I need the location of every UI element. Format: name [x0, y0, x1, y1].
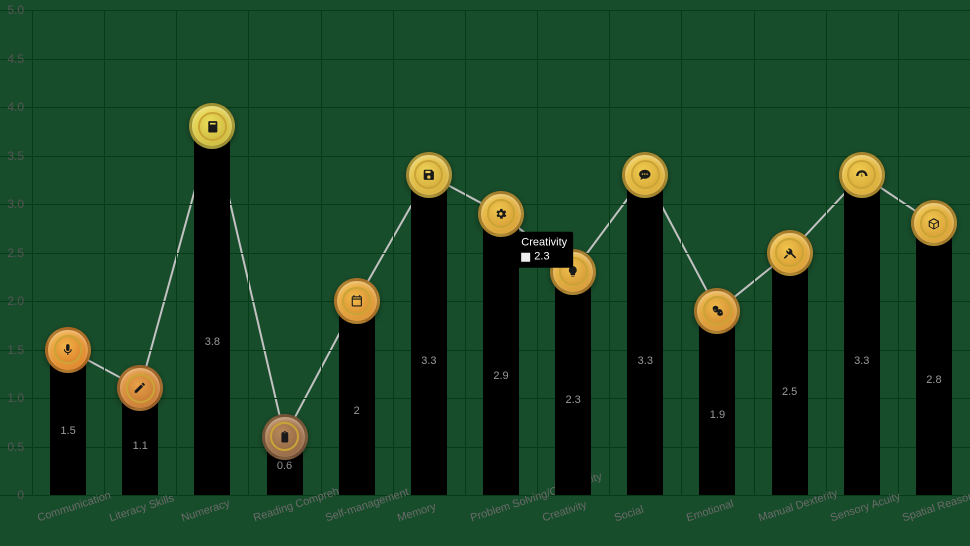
- y-axis-tick-label: 0: [0, 488, 28, 502]
- gears-icon: [487, 199, 516, 228]
- bar[interactable]: 2.5: [772, 253, 808, 496]
- data-marker[interactable]: [45, 327, 91, 373]
- bar[interactable]: 3.3: [411, 175, 447, 495]
- data-marker[interactable]: [767, 230, 813, 276]
- grid-line-vertical: [754, 10, 755, 495]
- data-marker[interactable]: [262, 414, 308, 460]
- grid-line-vertical: [176, 10, 177, 495]
- data-marker[interactable]: [839, 152, 885, 198]
- bar[interactable]: 2.9: [483, 214, 519, 495]
- bar-value-label: 3.3: [421, 355, 436, 367]
- bar[interactable]: 1.9: [699, 311, 735, 495]
- bar[interactable]: 3.3: [627, 175, 663, 495]
- grid-line-vertical: [321, 10, 322, 495]
- bar-value-label: 2.5: [782, 386, 797, 398]
- bar-value-label: 3.8: [205, 336, 220, 348]
- x-axis-label: Literacy Skills: [108, 492, 176, 524]
- bar-value-label: 2.3: [565, 394, 580, 406]
- grid-line-vertical: [898, 10, 899, 495]
- bar-value-label: 1.5: [60, 425, 75, 437]
- y-axis-tick-label: 1.0: [0, 391, 28, 405]
- bar[interactable]: 2: [339, 301, 375, 495]
- clipboard-icon: [270, 422, 299, 451]
- data-marker[interactable]: [911, 200, 957, 246]
- grid-line-horizontal: [0, 10, 970, 11]
- grid-line-vertical: [248, 10, 249, 495]
- grid-line-vertical: [104, 10, 105, 495]
- speech-icon: [631, 160, 660, 189]
- grid-line-vertical: [609, 10, 610, 495]
- y-axis-tick-label: 1.5: [0, 343, 28, 357]
- grid-line-vertical: [393, 10, 394, 495]
- tools-icon: [775, 238, 804, 267]
- masks-icon: [703, 296, 732, 325]
- tooltip-title: Creativity: [521, 236, 567, 250]
- pen-icon: [126, 374, 155, 403]
- x-axis-label: Emotional: [685, 498, 735, 525]
- bar-value-label: 2.9: [493, 370, 508, 382]
- bar[interactable]: 2.8: [916, 223, 952, 495]
- cube-icon: [920, 209, 949, 238]
- data-marker[interactable]: [189, 103, 235, 149]
- y-axis-tick-label: 2.5: [0, 246, 28, 260]
- gauge-icon: [847, 160, 876, 189]
- y-axis-tick-label: 4.0: [0, 100, 28, 114]
- tooltip-value: 2.3: [534, 251, 549, 263]
- grid-line-vertical: [681, 10, 682, 495]
- tooltip: Creativity 2.3: [515, 232, 573, 269]
- mic-icon: [54, 335, 83, 364]
- save-icon: [414, 160, 443, 189]
- bar-value-label: 3.3: [638, 355, 653, 367]
- data-marker[interactable]: [478, 191, 524, 237]
- y-axis-tick-label: 3.0: [0, 197, 28, 211]
- y-axis-tick-label: 5.0: [0, 3, 28, 17]
- data-marker[interactable]: [334, 278, 380, 324]
- bar-value-label: 2.8: [926, 374, 941, 386]
- bar-value-label: 3.3: [854, 355, 869, 367]
- bar-value-label: 1.1: [133, 440, 148, 452]
- grid-line-horizontal: [0, 59, 970, 60]
- bar-value-label: 2: [354, 405, 360, 417]
- grid-line-vertical: [32, 10, 33, 495]
- data-marker[interactable]: [406, 152, 452, 198]
- y-axis-tick-label: 3.5: [0, 149, 28, 163]
- x-axis-label: Numeracy: [180, 498, 231, 525]
- bar[interactable]: 2.3: [555, 272, 591, 495]
- data-marker[interactable]: [117, 365, 163, 411]
- y-axis-tick-label: 2.0: [0, 294, 28, 308]
- bar-value-label: 0.6: [277, 460, 292, 472]
- grid-line-horizontal: [0, 107, 970, 108]
- calendar-icon: [342, 287, 371, 316]
- calculator-icon: [198, 112, 227, 141]
- grid-line-horizontal: [0, 156, 970, 157]
- tooltip-value-row: 2.3: [521, 250, 567, 264]
- bar[interactable]: 3.8: [194, 126, 230, 495]
- x-axis-label: Social: [613, 504, 645, 525]
- data-marker[interactable]: [694, 288, 740, 334]
- bar[interactable]: 3.3: [844, 175, 880, 495]
- x-axis-label: Creativity: [541, 499, 588, 525]
- data-marker[interactable]: [622, 152, 668, 198]
- y-axis-tick-label: 4.5: [0, 52, 28, 66]
- grid-line-vertical: [826, 10, 827, 495]
- y-axis-tick-label: 0.5: [0, 440, 28, 454]
- grid-line-vertical: [465, 10, 466, 495]
- tooltip-swatch: [521, 253, 530, 262]
- x-axis-label: Memory: [396, 501, 437, 525]
- skills-chart: 00.51.01.52.02.53.03.54.04.55.01.5Commun…: [0, 0, 970, 546]
- bar-value-label: 1.9: [710, 409, 725, 421]
